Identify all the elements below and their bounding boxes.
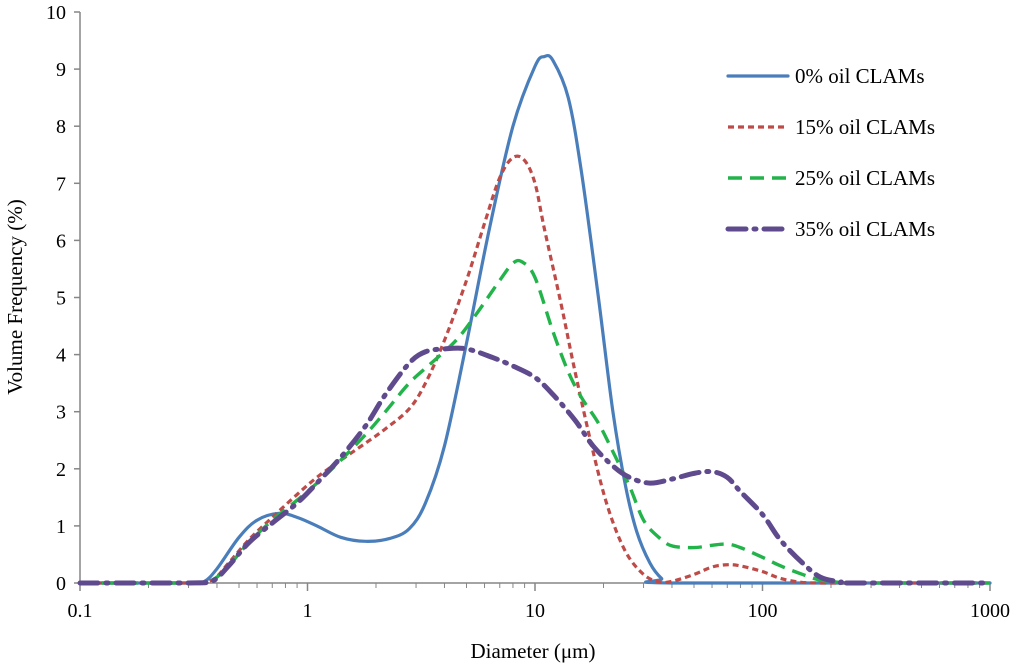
series-line-1 bbox=[78, 53, 992, 585]
y-tick-label: 8 bbox=[56, 116, 66, 138]
chart-ticks: 0 1 2 3 4 5 6 7 8 9 10 0.1 1 10 100 1000 bbox=[46, 2, 1010, 622]
y-tick-label: 9 bbox=[56, 59, 66, 81]
x-tick-label: 100 bbox=[748, 600, 778, 622]
y-tick-label: 4 bbox=[56, 345, 66, 367]
y-tick-label: 3 bbox=[56, 402, 66, 424]
series-line-2 bbox=[80, 154, 990, 585]
x-tick-label: 1 bbox=[303, 600, 313, 622]
y-tick-label: 5 bbox=[56, 288, 66, 310]
x-tick-label: 0.1 bbox=[68, 600, 93, 622]
series-line-3 bbox=[80, 258, 990, 585]
y-tick-label: 1 bbox=[56, 516, 66, 538]
series-line-4 bbox=[77, 345, 993, 586]
chart-legend: 0% oil CLAMs 15% oil CLAMs 25% oil CLAMs 35… bbox=[725, 64, 935, 241]
y-tick-label: 2 bbox=[56, 459, 66, 481]
y-tick-label: 10 bbox=[46, 2, 66, 24]
x-axis-title: Diameter (μm) bbox=[471, 639, 596, 663]
legend-label-2: 15% oil CLAMs bbox=[795, 115, 935, 139]
y-tick-label: 0 bbox=[56, 573, 66, 595]
legend-label-1: 0% oil CLAMs bbox=[795, 64, 925, 88]
y-tick-label: 7 bbox=[56, 173, 66, 195]
chart-series bbox=[77, 53, 993, 586]
chart-axes bbox=[79, 12, 990, 584]
legend-label-3: 25% oil CLAMs bbox=[795, 166, 935, 190]
x-tick-label: 10 bbox=[525, 600, 545, 622]
y-axis-title: Volume Frequency (%) bbox=[3, 199, 27, 395]
legend-label-4: 35% oil CLAMs bbox=[795, 217, 935, 241]
y-tick-label: 6 bbox=[56, 230, 66, 252]
x-tick-label: 1000 bbox=[970, 600, 1010, 622]
